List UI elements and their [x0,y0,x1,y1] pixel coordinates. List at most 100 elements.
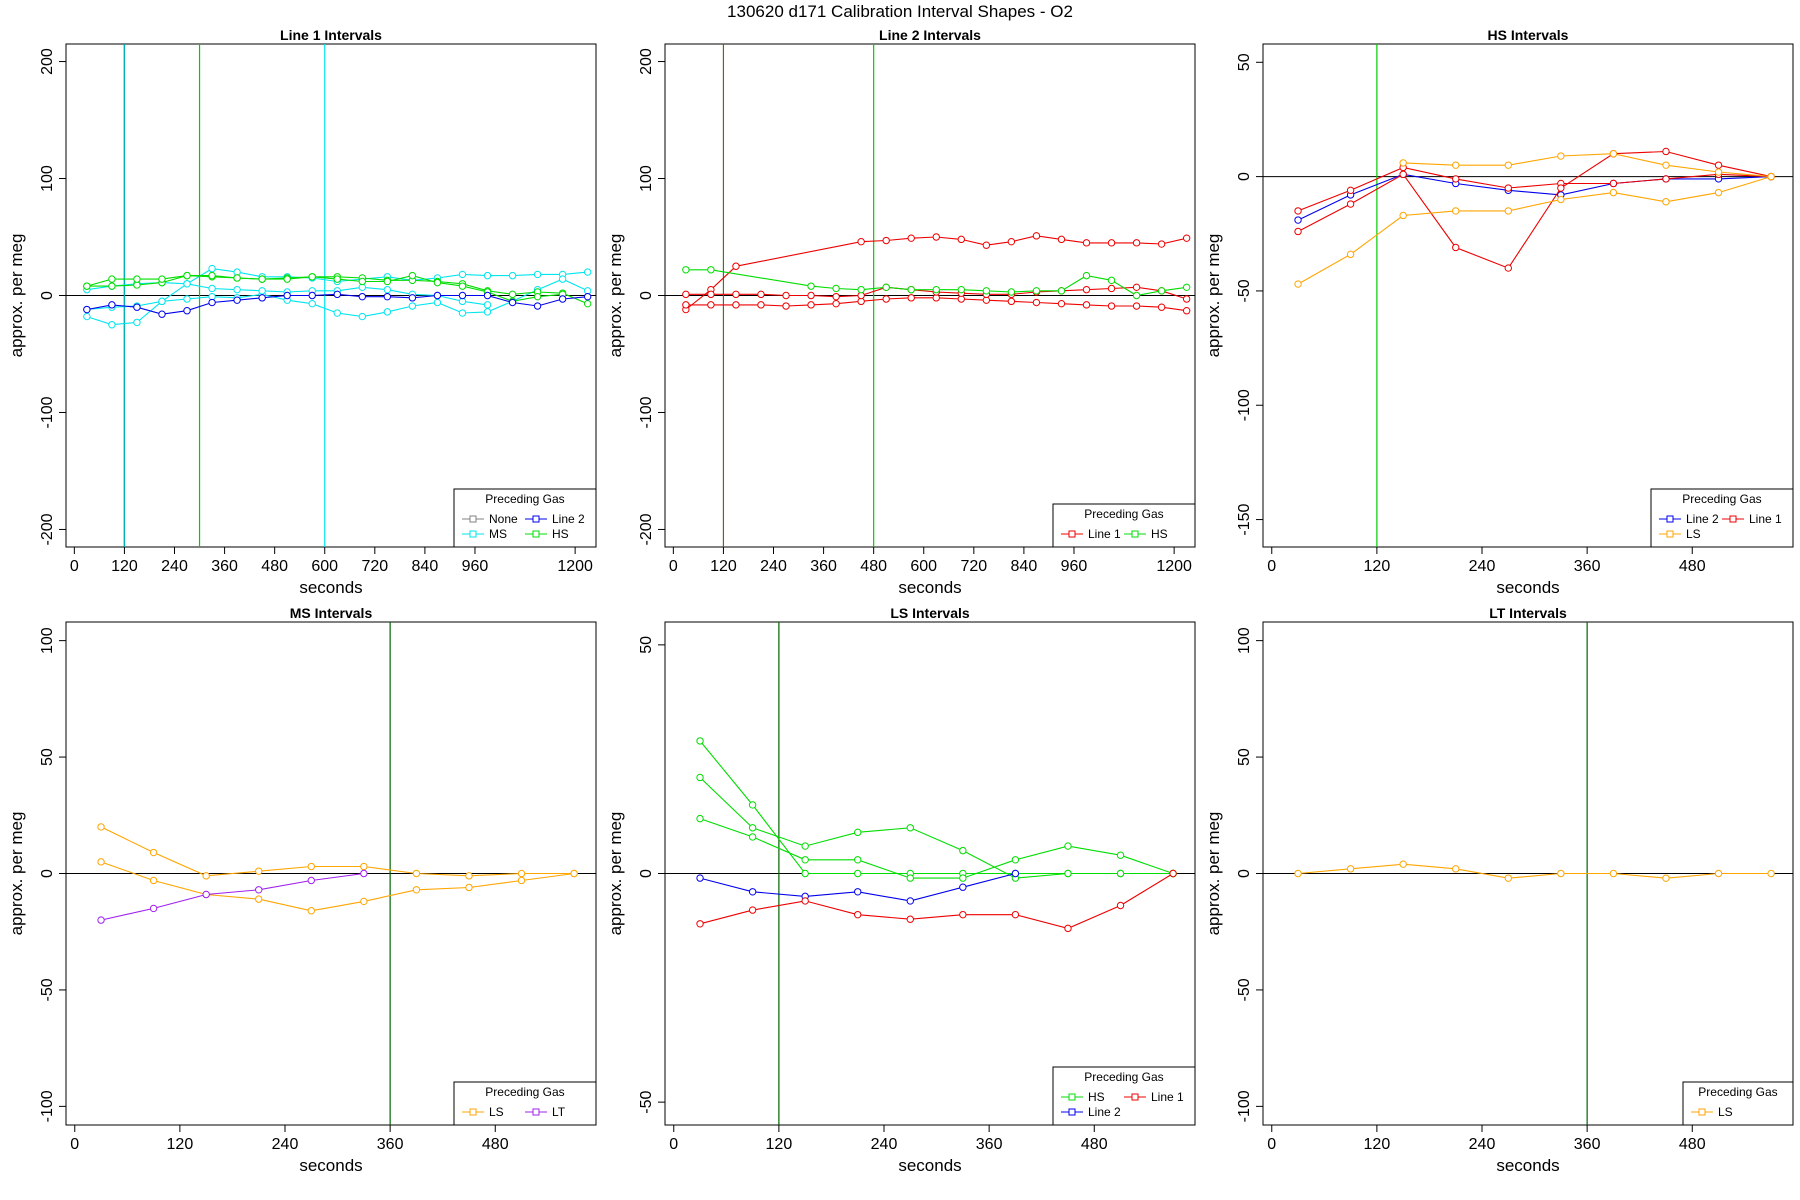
legend-label: Line 2 [1088,1105,1121,1119]
x-tick-label: 720 [960,558,987,575]
data-point [1557,152,1565,160]
legend-entry: LS [1691,1105,1733,1119]
panel-title: HS Intervals [1488,27,1569,43]
x-tick-label: 360 [377,1136,404,1153]
data-point [1157,287,1166,295]
data-point [932,233,940,241]
x-tick-label: 600 [311,558,338,575]
data-point [533,302,542,310]
data-point [1064,842,1072,850]
data-point [1011,856,1020,864]
x-tick-label: 480 [1081,1136,1108,1153]
x-tick-label: 240 [871,1136,898,1153]
data-point [1714,188,1723,197]
legend-box [1682,1081,1794,1126]
data-point [517,869,526,878]
series-2 [696,773,1177,882]
legend-entry: Line 2 [1659,512,1719,526]
legend-entry: LT [525,1105,566,1119]
data-point [208,284,216,293]
data-point [1107,239,1116,247]
data-point [508,298,517,307]
data-point [959,846,967,855]
data-point [133,318,141,327]
data-point [707,290,715,299]
y-tick-label: -100 [1236,389,1253,421]
plot-frame [1262,43,1794,548]
series-line [1403,153,1772,178]
panel-title: Line 1 Intervals [280,27,382,43]
data-point [1452,161,1460,169]
data-point [801,856,809,864]
data-point [807,291,815,300]
x-tick-label: 960 [462,558,489,575]
y-tick-label: 0 [638,291,655,300]
data-point [801,869,809,878]
y-tick-label: 50 [1236,748,1253,766]
data-point [854,828,862,837]
x-tick-label: 1200 [557,558,593,575]
data-point [1032,232,1041,240]
legend-box [453,1081,597,1126]
legend: Preceding Gas Line 1 HS [1052,503,1196,548]
data-point [1082,301,1091,309]
data-point [1294,227,1302,236]
data-point [1182,295,1191,303]
x-tick-label: 240 [760,558,787,575]
legend-entry: LS [1659,527,1701,541]
data-point [97,916,105,924]
series-4 [1294,172,1775,288]
data-point [857,285,865,294]
data-point [1132,239,1141,247]
data-point [258,294,266,302]
data-point [957,285,965,294]
x-axis-label: seconds [299,578,362,597]
data-point [283,275,291,283]
data-point [732,262,740,270]
data-point [1662,161,1670,169]
x-tick-label: 480 [482,1136,509,1153]
series-line [100,872,364,921]
legend-entry: HS [1061,1090,1105,1104]
x-axis-label: seconds [898,578,961,597]
data-point [255,895,263,903]
legend-entry: Line 1 [1124,1090,1184,1104]
x-tick-label: 0 [669,1136,678,1153]
chart-panel-5: LS Intervals 0 120 240 360 480 seconds -50 0 50 ap… [606,605,1196,1175]
data-point [183,280,191,288]
data-point [458,309,467,317]
data-point [1082,271,1091,280]
data-point [412,869,421,878]
data-point [907,294,915,302]
data-point [508,271,517,280]
data-point [1452,243,1460,252]
data-point [1609,188,1618,197]
panel-title: LT Intervals [1489,605,1567,621]
x-tick-label: 240 [161,558,188,575]
legend-label: HS [1151,527,1168,541]
data-point [1132,291,1141,300]
y-tick-label: -100 [638,396,655,428]
data-point [957,235,965,244]
data-point [358,277,366,286]
data-point [1609,869,1618,878]
data-point [333,290,341,299]
panel-title: LS Intervals [890,605,970,621]
data-point [83,312,91,321]
legend-box [453,488,597,548]
data-point [508,290,517,299]
data-point [1399,860,1407,868]
data-point [1452,175,1460,183]
x-tick-label: 0 [1267,1136,1276,1153]
data-point [1169,869,1177,878]
legend-marker [1068,1093,1076,1101]
data-point [1767,869,1775,878]
legend-title: Preceding Gas [1084,507,1163,521]
data-point [433,298,442,307]
data-point [483,291,492,300]
data-point [283,291,291,300]
data-point [832,292,840,301]
data-point [959,910,967,919]
y-tick-label: -50 [39,978,56,1001]
data-point [1182,283,1191,292]
